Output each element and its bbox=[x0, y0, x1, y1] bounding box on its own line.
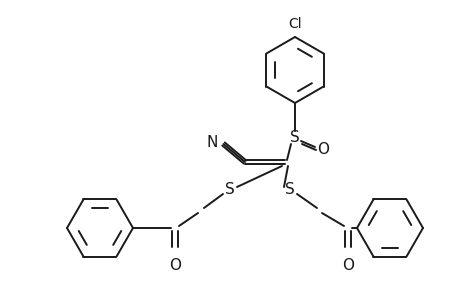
Text: Cl: Cl bbox=[287, 17, 301, 31]
Text: S: S bbox=[285, 182, 294, 197]
Text: O: O bbox=[316, 142, 328, 158]
Text: S: S bbox=[224, 182, 235, 197]
Text: O: O bbox=[168, 258, 180, 273]
Text: N: N bbox=[206, 134, 217, 149]
Text: S: S bbox=[290, 130, 299, 146]
Text: O: O bbox=[341, 258, 353, 273]
